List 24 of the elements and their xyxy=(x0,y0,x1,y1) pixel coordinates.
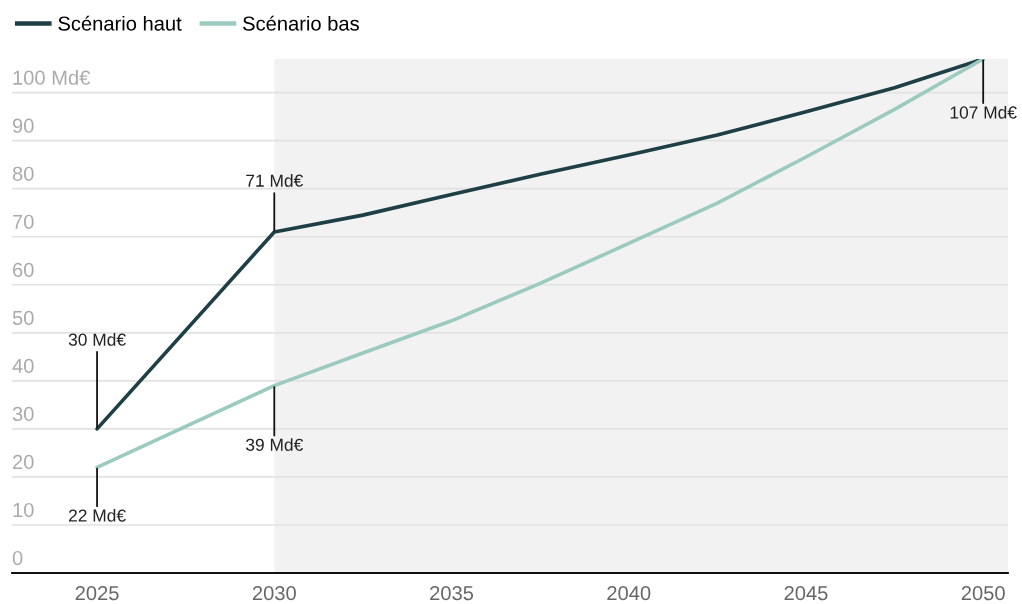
y-tick-label: 30 xyxy=(12,406,34,422)
y-tick-label: 70 xyxy=(13,214,34,229)
legend-label: Scénario bas xyxy=(243,15,359,31)
x-tick-label: 2030 xyxy=(252,586,296,601)
data-label: 39 Md€ xyxy=(246,438,303,451)
data-label: 30 Md€ xyxy=(68,333,126,346)
y-tick-label: 40 xyxy=(12,358,34,374)
legend-label: Scénario haut xyxy=(58,15,182,31)
x-tick-label: 2050 xyxy=(961,586,1005,601)
y-tick-label: 100 Md€ xyxy=(13,70,91,85)
y-tick-label: 0 xyxy=(12,550,23,566)
data-label: 22 Md€ xyxy=(68,508,126,522)
data-label: 107 Md€ xyxy=(950,105,1017,119)
x-tick-label: 2040 xyxy=(607,586,651,601)
data-label: 71 Md€ xyxy=(246,174,303,187)
y-tick-label: 50 xyxy=(12,310,34,326)
y-tick-label: 20 xyxy=(13,454,34,470)
x-tick-label: 2045 xyxy=(784,586,828,601)
x-tick-label: 2035 xyxy=(430,586,474,601)
x-tick-label: 2025 xyxy=(75,586,119,601)
y-tick-label: 10 xyxy=(13,502,34,518)
y-tick-label: 80 xyxy=(12,166,34,181)
y-tick-label: 60 xyxy=(13,262,34,277)
y-tick-label: 90 xyxy=(12,118,34,133)
